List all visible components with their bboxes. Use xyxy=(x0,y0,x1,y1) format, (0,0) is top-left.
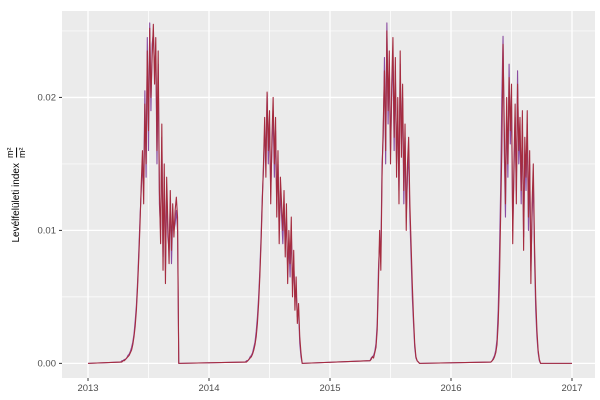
x-tick-label: 2014 xyxy=(198,383,219,394)
line-series-red xyxy=(87,23,573,364)
y-axis-unit-denominator: m² xyxy=(17,147,28,159)
y-axis-title: Levélfelületi index m² m² xyxy=(5,147,28,243)
x-tick-label: 2016 xyxy=(440,383,461,394)
panel-background xyxy=(62,11,595,378)
y-axis-unit-fraction: m² m² xyxy=(5,147,28,159)
x-tick-label: 2013 xyxy=(77,383,98,394)
y-tick-label: 0.02 xyxy=(38,93,57,104)
x-tick-label: 2015 xyxy=(319,383,340,394)
y-axis-unit-numerator: m² xyxy=(5,147,16,159)
x-tick-label: 2017 xyxy=(561,383,582,394)
y-axis-title-text: Levélfelületi index xyxy=(11,163,23,243)
y-tick-label: 0.01 xyxy=(38,226,57,237)
y-tick-label: 0.00 xyxy=(38,359,57,370)
